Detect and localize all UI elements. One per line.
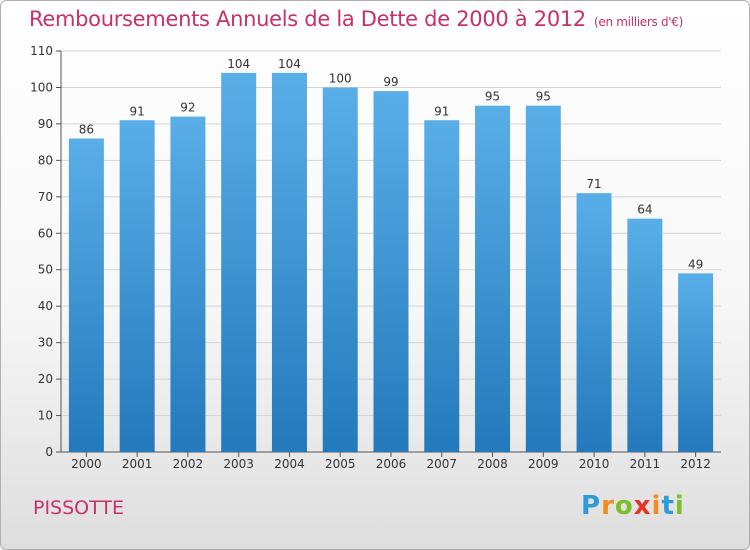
value-label-2011: 64 bbox=[637, 203, 652, 217]
x-tick-label-2012: 2012 bbox=[680, 457, 711, 471]
y-tick-label: 60 bbox=[38, 226, 53, 240]
x-tick-label-2011: 2011 bbox=[630, 457, 661, 471]
proxiti-logo[interactable]: Proxiti bbox=[581, 491, 685, 521]
x-tick-label-2000: 2000 bbox=[71, 457, 102, 471]
x-tick-label-2009: 2009 bbox=[528, 457, 559, 471]
bar-2000[interactable] bbox=[68, 138, 104, 452]
chart-title: Remboursements Annuels de la Dette de 20… bbox=[29, 7, 683, 31]
x-tick-label-2001: 2001 bbox=[122, 457, 153, 471]
x-tick-label-2010: 2010 bbox=[579, 457, 610, 471]
bar-2004[interactable] bbox=[271, 72, 307, 452]
bars bbox=[68, 72, 714, 453]
bar-2007[interactable] bbox=[424, 120, 460, 452]
y-tick-label: 70 bbox=[38, 190, 53, 204]
logo-letter: P bbox=[581, 491, 602, 521]
logo-letter: r bbox=[601, 491, 615, 521]
bar-2010[interactable] bbox=[576, 193, 612, 452]
value-label-2000: 86 bbox=[79, 122, 94, 136]
chart-title-text: Remboursements Annuels de la Dette de 20… bbox=[29, 7, 586, 31]
y-tick-label: 0 bbox=[45, 445, 53, 459]
value-label-2002: 92 bbox=[180, 101, 195, 115]
value-label-2001: 91 bbox=[130, 104, 145, 118]
value-label-2008: 95 bbox=[485, 90, 500, 104]
value-label-2003: 104 bbox=[227, 57, 250, 71]
bar-2003[interactable] bbox=[221, 72, 257, 452]
value-label-2006: 99 bbox=[383, 75, 398, 89]
value-label-2007: 91 bbox=[434, 104, 449, 118]
y-tick-label: 80 bbox=[38, 153, 53, 167]
value-label-2004: 104 bbox=[278, 57, 301, 71]
logo-letter: x bbox=[633, 491, 652, 521]
value-label-2009: 95 bbox=[536, 90, 551, 104]
x-tick-label-2006: 2006 bbox=[376, 457, 407, 471]
bar-2009[interactable] bbox=[525, 105, 561, 452]
bar-2006[interactable] bbox=[373, 91, 409, 452]
x-tick-label-2002: 2002 bbox=[173, 457, 204, 471]
y-tick-label: 30 bbox=[38, 336, 53, 350]
value-label-2010: 71 bbox=[586, 177, 601, 191]
logo-letter: t bbox=[661, 491, 675, 521]
x-tick-label-2007: 2007 bbox=[426, 457, 457, 471]
bar-2008[interactable] bbox=[475, 105, 511, 452]
y-tick-label: 50 bbox=[38, 263, 53, 277]
y-tick-label: 100 bbox=[30, 80, 53, 94]
chart-subtitle: (en milliers d'€) bbox=[594, 15, 684, 29]
logo-letter: i bbox=[651, 491, 662, 521]
logo-letter: i bbox=[674, 491, 685, 521]
bar-2005[interactable] bbox=[322, 87, 358, 453]
y-tick-label: 110 bbox=[30, 44, 53, 58]
value-label-2012: 49 bbox=[688, 257, 703, 271]
bar-2001[interactable] bbox=[119, 120, 155, 452]
bar-2011[interactable] bbox=[627, 218, 663, 452]
y-tick-label: 90 bbox=[38, 117, 53, 131]
bar-2012[interactable] bbox=[678, 273, 714, 452]
x-tick-label-2003: 2003 bbox=[223, 457, 254, 471]
y-tick-label: 40 bbox=[38, 299, 53, 313]
x-tick-label-2004: 2004 bbox=[274, 457, 305, 471]
x-tick-label-2005: 2005 bbox=[325, 457, 356, 471]
commune-name: PISSOTTE bbox=[33, 497, 125, 519]
x-tick-label-2008: 2008 bbox=[477, 457, 508, 471]
labels: 86 2000 91 2001 92 2002 104 2003 104 2004 100 2005 9… bbox=[71, 57, 711, 471]
bar-2002[interactable] bbox=[170, 116, 206, 453]
logo-letter: o bbox=[614, 491, 634, 521]
y-tick-label: 10 bbox=[38, 409, 53, 423]
value-label-2005: 100 bbox=[329, 71, 352, 85]
y-tick-label: 20 bbox=[38, 372, 53, 386]
